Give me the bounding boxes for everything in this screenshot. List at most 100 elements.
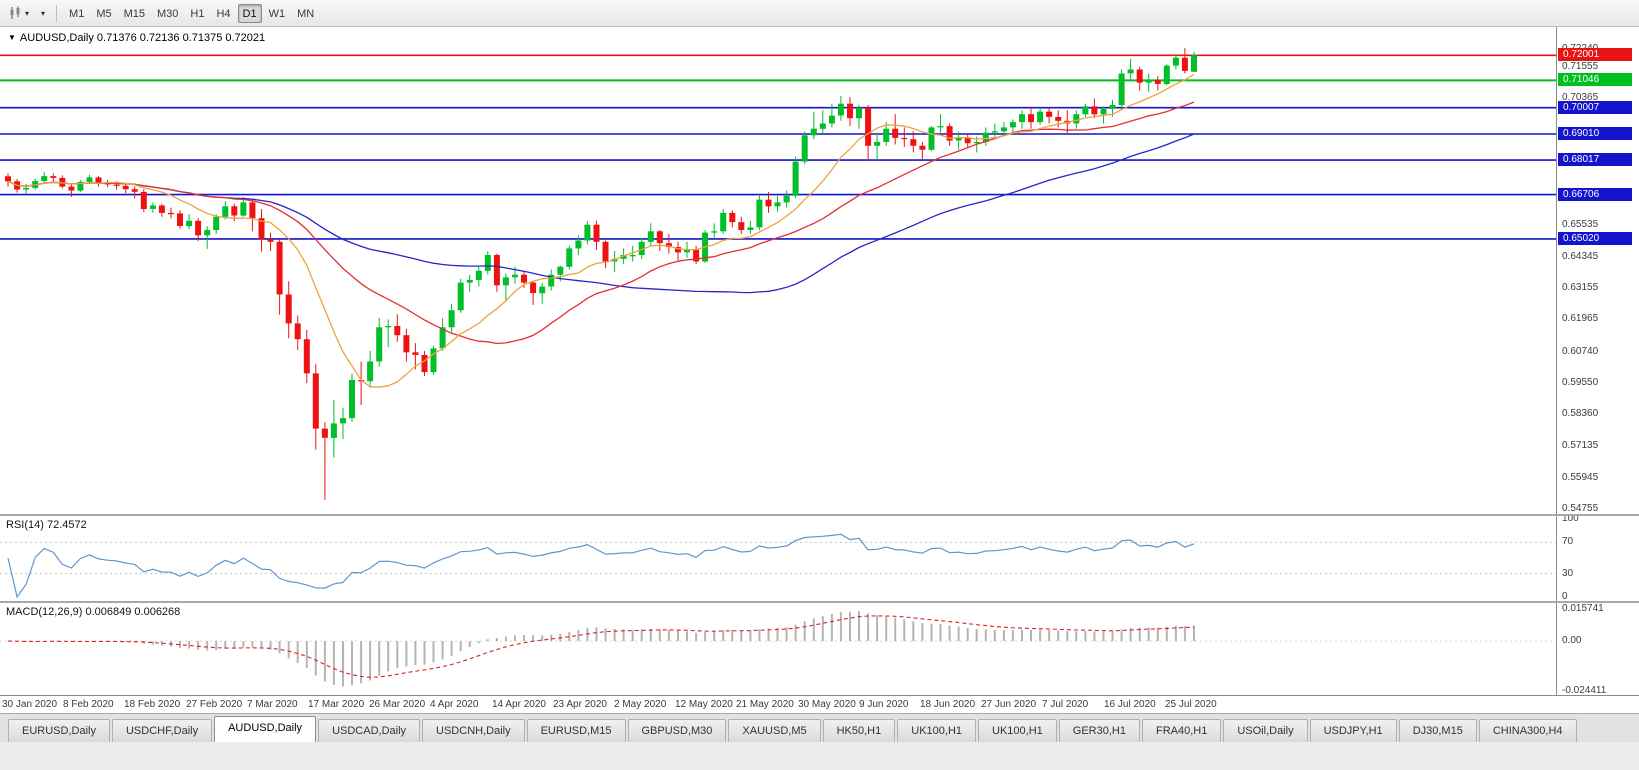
timeframe-toolbar: ▾ ▾ M1 M5 M15 M30 H1 H4 D1 W1 MN <box>0 0 1639 27</box>
date-axis-label: 18 Feb 2020 <box>124 699 181 710</box>
timeframe-button-h1[interactable]: H1 <box>190 7 205 20</box>
date-axis-label: 23 Apr 2020 <box>553 699 607 710</box>
date-axis-label: 9 Jun 2020 <box>859 699 909 710</box>
price-axis-label: 0.59550 <box>1562 377 1599 388</box>
date-axis-label: 21 May 2020 <box>736 699 794 710</box>
tab-usoil-daily[interactable]: USOil,Daily <box>1223 719 1308 742</box>
price-axis-label: 0.63155 <box>1562 282 1599 293</box>
toolbar-separator <box>56 4 58 22</box>
chart-title: ▼ AUDUSD,Daily 0.71376 0.72136 0.71375 0.… <box>8 32 265 44</box>
macd-indicator-chart[interactable] <box>0 603 1556 694</box>
price-axis-label: 0.55945 <box>1562 472 1599 483</box>
timeframe-button-m5[interactable]: M5 <box>96 7 112 20</box>
panel-splitter[interactable] <box>0 601 1639 603</box>
macd-label: MACD(12,26,9) 0.006849 0.006268 <box>6 606 181 618</box>
timeframe-button-mn[interactable]: MN <box>297 7 315 20</box>
rsi-label: RSI(14) 72.4572 <box>6 519 87 531</box>
timeframes-menu-button[interactable]: ▾ <box>35 3 49 23</box>
rsi-axis-label: 0 <box>1562 591 1568 602</box>
date-axis-label: 27 Jun 2020 <box>981 699 1037 710</box>
chart-tabs: EURUSD,Daily USDCHF,Daily AUDUSD,Daily USDC… <box>8 716 1579 742</box>
price-tag-0.70007: 0.70007 <box>1558 101 1632 114</box>
price-tag-0.66706: 0.66706 <box>1558 188 1632 201</box>
date-axis-label: 16 Jul 2020 <box>1104 699 1156 710</box>
tab-eurusd-daily[interactable]: EURUSD,Daily <box>8 719 110 742</box>
date-axis-label: 14 Apr 2020 <box>492 699 546 710</box>
timeframe-button-h4[interactable]: H4 <box>216 7 231 20</box>
chart-background <box>0 27 1639 713</box>
tab-usdcad-daily[interactable]: USDCAD,Daily <box>318 719 421 742</box>
date-axis-label: 4 Apr 2020 <box>430 699 479 710</box>
rsi-indicator-chart[interactable] <box>0 516 1556 601</box>
symbol-marker-icon: ▼ <box>8 33 16 42</box>
timeframe-button-m15[interactable]: M15 <box>123 7 145 20</box>
date-axis-label: 26 Mar 2020 <box>369 699 426 710</box>
rsi-axis-label: 100 <box>1562 513 1579 524</box>
tab-eurusd-m15[interactable]: EURUSD,M15 <box>526 719 626 742</box>
timeframe-button-d1[interactable]: D1 <box>237 3 262 23</box>
date-axis-label: 2 May 2020 <box>614 699 667 710</box>
rsi-axis-label: 70 <box>1562 536 1574 547</box>
price-tag-0.65020: 0.65020 <box>1558 232 1632 245</box>
price-axis-label: 0.65535 <box>1562 219 1599 230</box>
tab-uk100-h1[interactable]: UK100,H1 <box>978 719 1057 742</box>
tab-china300-h4[interactable]: CHINA300,H4 <box>1478 719 1577 742</box>
price-axis[interactable]: 0.722400.715550.703650.655350.643450.631… <box>1556 27 1639 696</box>
date-axis-label: 12 May 2020 <box>675 699 733 710</box>
main-price-chart[interactable] <box>0 27 1556 514</box>
timeframe-buttons: M1 M5 M15 M30 H1 H4 D1 W1 MN <box>63 3 320 23</box>
price-axis-label: 0.71555 <box>1562 61 1599 72</box>
date-axis-label: 8 Feb 2020 <box>63 699 114 710</box>
timeframe-button-m30[interactable]: M30 <box>157 7 179 20</box>
chart-type-button[interactable]: ▾ <box>5 3 33 23</box>
tab-fra40-h1[interactable]: FRA40,H1 <box>1141 719 1222 742</box>
price-tag-0.68017: 0.68017 <box>1558 153 1632 166</box>
date-axis-label: 30 May 2020 <box>798 699 856 710</box>
date-axis-label: 30 Jan 2020 <box>2 699 58 710</box>
chart-tabs-bar: EURUSD,Daily USDCHF,Daily AUDUSD,Daily USDC… <box>0 713 1639 742</box>
date-axis-label: 25 Jul 2020 <box>1165 699 1217 710</box>
price-tag-0.69010: 0.69010 <box>1558 127 1632 140</box>
tab-usdcnh-daily[interactable]: USDCNH,Daily <box>422 719 525 742</box>
moving-average-10[interactable] <box>7 73 1195 388</box>
tab-gbpusd-m30[interactable]: GBPUSD,M30 <box>627 719 727 742</box>
timeframe-button-w1[interactable]: W1 <box>268 7 286 20</box>
symbol-ohlc-title: AUDUSD,Daily 0.71376 0.72136 0.71375 0.7… <box>19 32 266 44</box>
price-axis-label: 0.61965 <box>1562 313 1599 324</box>
panel-splitter[interactable] <box>0 514 1639 516</box>
tab-usdjpy-h1[interactable]: USDJPY,H1 <box>1309 719 1397 742</box>
tab-dj30-m15[interactable]: DJ30,M15 <box>1398 719 1477 742</box>
price-tag-0.72001: 0.72001 <box>1558 48 1632 61</box>
date-axis-label: 7 Mar 2020 <box>247 699 298 710</box>
tab-xauusd-m5[interactable]: XAUUSD,M5 <box>728 719 821 742</box>
moving-average-25[interactable] <box>7 101 1195 345</box>
rsi-line <box>7 533 1195 599</box>
macd-signal-line <box>7 615 1195 678</box>
rsi-axis-label: 30 <box>1562 568 1574 579</box>
moving-average-55[interactable] <box>7 133 1195 294</box>
macd-axis-label: 0.00 <box>1562 635 1582 646</box>
date-axis-label: 7 Jul 2020 <box>1042 699 1089 710</box>
tab-ger30-h1[interactable]: GER30,H1 <box>1058 719 1140 742</box>
price-axis-label: 0.70365 <box>1562 92 1599 103</box>
timeframe-button-m1[interactable]: M1 <box>69 7 85 20</box>
chevron-down-icon: ▾ <box>41 8 46 18</box>
tab-hk50-h1[interactable]: HK50,H1 <box>822 719 896 742</box>
date-axis-label: 18 Jun 2020 <box>920 699 976 710</box>
macd-histogram <box>16 611 1195 687</box>
date-axis-label: 17 Mar 2020 <box>308 699 365 710</box>
macd-axis-label: -0.024411 <box>1562 685 1607 696</box>
time-axis[interactable]: 30 Jan 2020 8 Feb 2020 18 Feb 2020 27 Feb 2… <box>0 695 1639 713</box>
date-axis-label: 27 Feb 2020 <box>186 699 243 710</box>
candlesticks <box>5 48 1197 500</box>
price-axis-label: 0.54755 <box>1562 503 1599 514</box>
tab-usdchf-daily[interactable]: USDCHF,Daily <box>111 719 213 742</box>
price-axis-label: 0.58360 <box>1562 408 1599 419</box>
tab-audusd-daily[interactable]: AUDUSD,Daily <box>214 716 317 742</box>
chevron-down-icon: ▾ <box>25 8 30 18</box>
price-axis-label: 0.64345 <box>1562 251 1599 262</box>
status-strip <box>0 742 1639 770</box>
tab-uk100-h1[interactable]: UK100,H1 <box>897 719 977 742</box>
price-tag-0.71046: 0.71046 <box>1558 73 1632 86</box>
